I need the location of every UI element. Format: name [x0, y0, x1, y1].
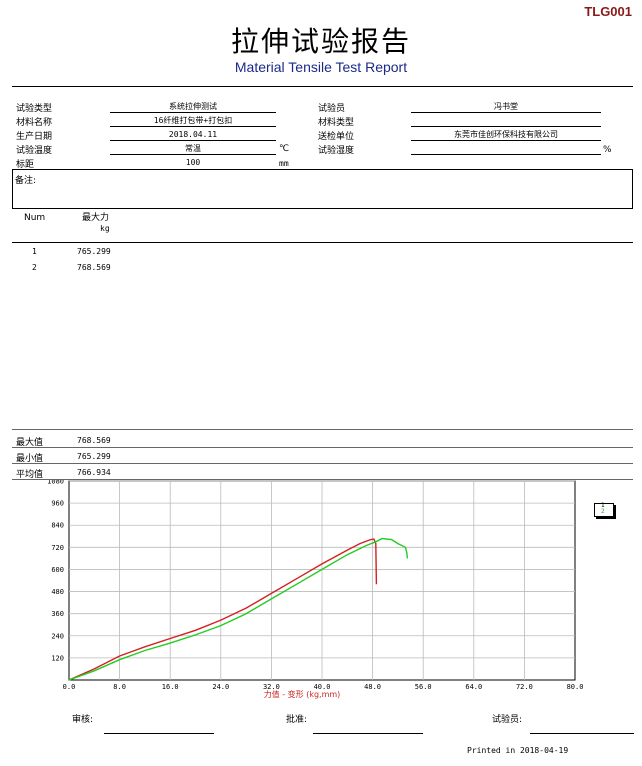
stat-min-label: 最小值 — [16, 454, 44, 464]
x-tick-label: 64.0 — [465, 683, 482, 691]
row-2-num: 2 — [32, 263, 37, 272]
col-max-force-unit: kg — [100, 224, 110, 233]
y-tick-label: 240 — [51, 632, 64, 640]
test-humidity-value — [411, 143, 601, 155]
stats-divider-2 — [12, 463, 633, 464]
row-1-max-force: 765.299 — [77, 247, 111, 256]
temperature-unit: ℃ — [279, 144, 290, 154]
material-type-label: 材料类型 — [318, 118, 355, 128]
stat-max-value: 768.569 — [77, 436, 111, 445]
force-deformation-chart: 0.0 8.0 16.0 24.0 32.0 40.0 48.0 56.0 64.0 72.0 80… — [47, 480, 584, 699]
legend-entry-2: 2 — [601, 508, 605, 515]
printed-date: Printed in 2018-04-19 — [467, 746, 569, 755]
review-signature-line — [104, 733, 214, 734]
production-date-value: 2018.04.11 — [110, 129, 276, 141]
row-2-max-force: 768.569 — [77, 263, 111, 272]
report-code: TLG001 — [584, 4, 632, 19]
y-tick-label: 480 — [51, 588, 64, 596]
gauge-length-value: 100 — [185, 158, 201, 167]
y-tick-label: 120 — [51, 654, 64, 662]
y-tick-label: 840 — [51, 522, 64, 530]
test-humidity-label: 试验湿度 — [318, 146, 355, 156]
tester-signature-line — [530, 733, 634, 734]
gauge-length-label: 标距 — [16, 160, 35, 170]
review-label: 审核: — [72, 715, 94, 725]
table-header-divider — [12, 242, 633, 243]
stat-min-value: 765.299 — [77, 452, 111, 461]
report-title-english: Material Tensile Test Report — [234, 59, 408, 75]
stat-avg-label: 平均值 — [16, 470, 44, 480]
y-tick-label: 360 — [51, 610, 64, 618]
remarks-label: 备注: — [15, 176, 37, 186]
x-tick-label: 80.0 — [567, 683, 584, 691]
series-line-1 — [68, 538, 378, 681]
x-tick-label: 48.0 — [364, 683, 381, 691]
x-axis-label: 力值 - 变形 (kg,mm) — [264, 689, 341, 699]
x-tick-label: 24.0 — [212, 683, 229, 691]
series-line-2 — [68, 537, 409, 681]
header-divider — [12, 86, 633, 87]
test-temperature-value: 常温 — [110, 143, 276, 155]
stats-divider-bottom — [12, 479, 633, 480]
y-tick-label: 720 — [51, 544, 64, 552]
material-name-value: 16纤维打包带+打包扣 — [110, 115, 276, 127]
stat-avg-value: 766.934 — [77, 468, 111, 477]
test-type-label: 试验类型 — [16, 104, 53, 114]
remarks-box: 备注: — [12, 169, 633, 209]
x-tick-label: 32.0 — [263, 683, 280, 691]
material-name-label: 材料名称 — [16, 118, 53, 128]
y-tick-label: 600 — [51, 566, 64, 574]
footer-tester-label: 试验员: — [492, 715, 523, 725]
row-1-num: 1 — [32, 247, 37, 256]
material-type-value — [411, 115, 601, 127]
x-tick-label: 56.0 — [415, 683, 432, 691]
stats-divider-top — [12, 429, 633, 430]
chart-legend: 1 2 — [594, 503, 614, 517]
tester-label: 试验员 — [318, 104, 346, 114]
legend-entry-1: 1 — [601, 502, 605, 509]
col-max-force-header: 最大力 — [82, 213, 110, 223]
production-date-label: 生产日期 — [16, 132, 53, 142]
stat-max-label: 最大值 — [16, 438, 44, 448]
x-tick-label: 8.0 — [113, 683, 126, 691]
col-num-header: Num — [24, 213, 46, 223]
tester-value: 冯书堂 — [411, 101, 601, 113]
approve-signature-line — [313, 733, 423, 734]
test-temperature-label: 试验温度 — [16, 146, 53, 156]
approve-label: 批准: — [286, 715, 308, 725]
report-title-chinese: 拉伸试验报告 — [230, 25, 411, 58]
x-tick-label: 40.0 — [314, 683, 331, 691]
x-tick-label: 16.0 — [162, 683, 179, 691]
humidity-unit: % — [603, 145, 612, 155]
test-type-value: 系统拉伸测试 — [110, 101, 276, 113]
x-tick-label: 72.0 — [516, 683, 533, 691]
y-tick-label: 960 — [51, 500, 64, 508]
y-tick-label: 1080 — [47, 480, 64, 486]
gauge-length-unit: mm — [279, 159, 289, 168]
client-value: 东莞市佳创环保科技有限公司 — [411, 129, 601, 141]
x-tick-label: 0.0 — [63, 683, 76, 691]
client-label: 送检单位 — [318, 132, 355, 142]
stats-divider-1 — [12, 447, 633, 448]
